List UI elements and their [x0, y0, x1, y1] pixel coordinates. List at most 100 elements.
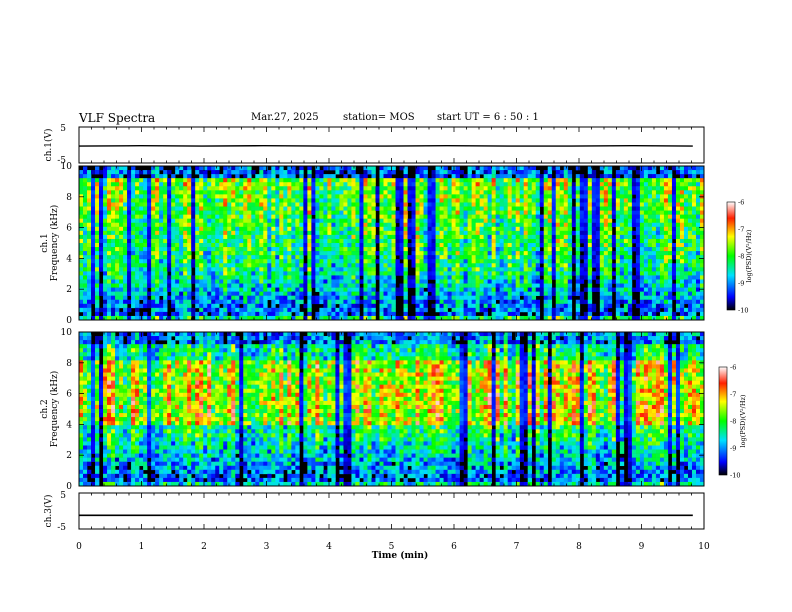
spectrogram-1-cell	[171, 214, 176, 219]
spectrogram-1-cell	[155, 174, 160, 179]
spectrogram-1-cell	[271, 166, 276, 171]
spectrogram-1-cell	[127, 214, 132, 219]
spectrogram-1-cell	[455, 287, 460, 292]
spectrogram-1-cell	[79, 307, 84, 313]
spectrogram-1-cell	[455, 186, 460, 191]
spectrogram-1-cell	[359, 315, 364, 320]
spectrogram-1-cell	[227, 186, 232, 191]
spectrogram-1-cell	[299, 194, 304, 199]
spectrogram-1-cell	[271, 202, 276, 207]
spectrogram-1-cell	[83, 170, 88, 175]
spectrogram-1-cell	[415, 267, 420, 272]
spectrogram-1-cell	[583, 243, 589, 248]
spectrogram-1-cell	[447, 194, 452, 199]
spectrogram-1-cell	[243, 243, 248, 248]
spectrogram-1-cell	[287, 202, 292, 207]
spectrogram-1-cell	[259, 234, 264, 240]
spectrogram-1-cell	[83, 230, 88, 236]
spectrogram-1-cell	[583, 267, 589, 272]
spectrogram-1-cell	[91, 299, 96, 305]
spectrogram-1-cell	[527, 190, 533, 195]
spectrogram-1-cell	[611, 210, 617, 215]
spectrogram-1-cell	[155, 267, 160, 272]
spectrogram-1-cell	[443, 206, 448, 211]
spectrogram-1-cell	[519, 218, 525, 224]
spectrogram-1-cell	[531, 307, 537, 313]
spectrogram-1-cell	[347, 271, 352, 276]
spectrogram-1-cell	[603, 267, 609, 272]
spectrogram-1-cell	[603, 263, 609, 268]
spectrogram-1-cell	[211, 243, 216, 248]
spectrogram-1-cell	[179, 234, 184, 240]
spectrogram-1-cell	[147, 202, 152, 207]
spectrogram-1-cell	[627, 238, 633, 244]
spectrogram-1-cell	[387, 194, 392, 199]
spectrogram-1-cell	[179, 238, 184, 244]
spectrogram-1-cell	[459, 226, 464, 232]
spectrogram-1-cell	[403, 170, 408, 175]
spectrogram-1-cell	[507, 166, 512, 171]
spectrogram-1-cell	[471, 166, 476, 171]
spectrogram-1-cell	[515, 194, 521, 199]
spectrogram-1-cell	[139, 186, 144, 191]
spectrogram-1-cell	[439, 311, 444, 317]
spectrogram-1-cell	[179, 210, 184, 215]
spectrogram-1-cell	[347, 210, 352, 215]
spectrogram-1-cell	[515, 271, 521, 276]
spectrogram-1-cell	[123, 222, 128, 228]
spectrogram-1-cell	[563, 194, 569, 199]
spectrogram-1-cell	[263, 206, 268, 211]
spectrogram-1-cell	[559, 303, 565, 309]
spectrogram-1-cell	[519, 182, 525, 187]
spectrogram-1-cell	[419, 255, 424, 260]
spectrogram-1-cell	[595, 251, 601, 256]
spectrogram-1-cell	[607, 214, 613, 219]
spectrogram-1-cell	[499, 287, 504, 292]
spectrogram-1-cell	[223, 238, 228, 244]
spectrogram-1-cell	[359, 243, 364, 248]
spectrogram-1-cell	[391, 218, 396, 224]
spectrogram-1-cell	[443, 303, 448, 309]
spectrogram-1-cell	[479, 279, 484, 284]
spectrogram-1-cell	[523, 166, 529, 171]
spectrogram-1-cell	[163, 315, 168, 320]
spectrogram-1-cell	[391, 170, 396, 175]
spectrogram-1-cell	[79, 287, 84, 292]
spectrogram-1-cell	[491, 198, 496, 203]
spectrogram-1-cell	[527, 166, 533, 171]
spectrogram-1-cell	[343, 299, 348, 305]
spectrogram-1-cell	[379, 214, 384, 219]
spectrogram-1-cell	[407, 186, 412, 191]
spectrogram-1-cell	[331, 295, 336, 301]
spectrogram-1-cell	[615, 299, 621, 305]
spectrogram-1-cell	[111, 267, 116, 272]
spectrogram-1-cell	[319, 194, 324, 199]
spectrogram-1-cell	[531, 315, 537, 320]
spectrogram-1-cell	[371, 311, 376, 317]
spectrogram-1-cell	[595, 247, 601, 252]
spectrogram-1-cell	[615, 267, 621, 272]
spectrogram-1-cell	[391, 234, 396, 240]
spectrogram-1-cell	[375, 251, 380, 256]
spectrogram-1-cell	[503, 291, 508, 296]
spectrogram-1-cell	[195, 170, 200, 175]
spectrogram-1-cell	[99, 307, 104, 313]
spectrogram-1-cell	[611, 182, 617, 187]
spectrogram-1-cell	[179, 218, 184, 224]
spectrogram-1-cell	[351, 315, 356, 320]
spectrogram-1-cell	[283, 311, 288, 317]
spectrogram-1-cell	[303, 275, 308, 280]
spectrogram-1-cell	[159, 198, 164, 203]
spectrogram-1-cell	[475, 247, 480, 252]
spectrogram-1-cell	[543, 186, 549, 191]
spectrogram-1-cell	[219, 222, 224, 228]
spectrogram-1-cell	[619, 255, 625, 260]
spectrogram-1-cell	[419, 259, 424, 264]
spectrogram-1-cell	[131, 247, 136, 252]
spectrogram-1-cell	[383, 234, 388, 240]
spectrogram-1-cell	[111, 247, 116, 252]
spectrogram-1-cell	[507, 279, 512, 284]
spectrogram-1-cell	[107, 287, 112, 292]
spectrogram-1-cell	[247, 182, 252, 187]
spectrogram-1-cell	[279, 174, 284, 179]
